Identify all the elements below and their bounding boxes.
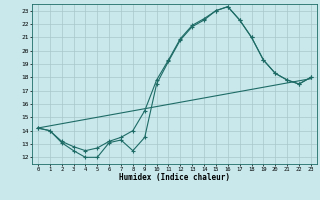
X-axis label: Humidex (Indice chaleur): Humidex (Indice chaleur) [119, 173, 230, 182]
